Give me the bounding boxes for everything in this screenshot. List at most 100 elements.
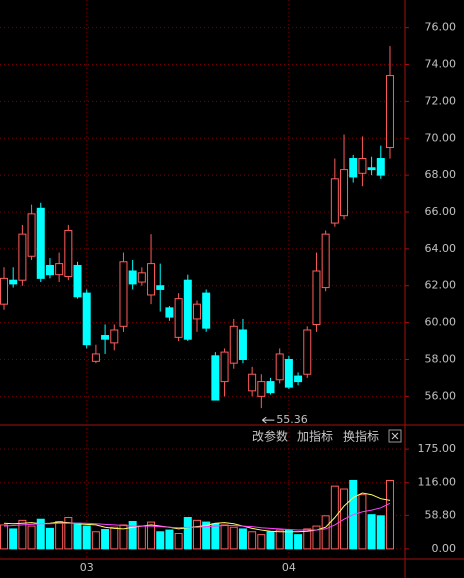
volume-bar (9, 528, 18, 550)
candle-body (294, 375, 303, 383)
toolbar-button[interactable]: 换指标 (343, 429, 379, 444)
candle-body (257, 381, 266, 397)
candle-body (147, 263, 156, 296)
volume-bar (156, 531, 165, 550)
close-button[interactable] (388, 429, 402, 443)
volume-bar (165, 529, 174, 550)
volume-bar (358, 494, 367, 550)
y-tick-label: 58.00 (425, 352, 457, 365)
candle-body (9, 279, 18, 285)
candle-body (340, 169, 349, 217)
candle-body (0, 277, 8, 305)
volume-bar (192, 519, 201, 550)
volume-bar (45, 527, 54, 550)
candle-body (284, 358, 293, 388)
volume-bar (36, 518, 45, 550)
y-tick-label: 76.00 (425, 21, 457, 34)
volume-bar (27, 525, 36, 550)
volume-bar (110, 526, 119, 550)
candle-body (220, 351, 229, 383)
y-tick-label: 74.00 (425, 58, 457, 71)
candle-body (202, 292, 211, 329)
close-icon (391, 432, 399, 440)
volume-bar (376, 515, 385, 550)
candle-body (119, 261, 128, 327)
volume-bar (367, 514, 376, 550)
y2-tick-label: 58.80 (425, 508, 457, 521)
volume-bar (211, 523, 220, 550)
candle-body (275, 353, 284, 381)
candle-body (238, 329, 247, 360)
candle-body (156, 285, 165, 290)
candle-body (192, 303, 201, 320)
candle-body (183, 279, 192, 340)
volume-bar (128, 521, 137, 550)
volume-bar (73, 522, 82, 550)
candle-body (229, 325, 238, 364)
candle-body (137, 272, 146, 283)
volume-bar (55, 521, 64, 550)
volume-bar (174, 532, 183, 550)
y-tick-label: 56.00 (425, 389, 457, 402)
volume-ma-line (3, 492, 391, 533)
candle-body (248, 373, 257, 392)
candle-body (101, 335, 110, 340)
candle-body (312, 270, 321, 325)
candle-body (376, 158, 385, 176)
candle-body (27, 213, 36, 257)
volume-bar (147, 521, 156, 550)
volume-bar (321, 515, 330, 550)
volume-bar (91, 531, 100, 550)
candle-body (128, 270, 137, 285)
candle-body (266, 381, 275, 394)
low-annotation: 55.36 (276, 413, 308, 426)
volume-bar (229, 526, 238, 550)
candle-body (45, 264, 54, 276)
volume-bar (18, 519, 27, 550)
y2-tick-label: 116.00 (418, 476, 457, 489)
candle-body (18, 233, 27, 281)
candle-body (211, 355, 220, 401)
annotation-arrow (262, 416, 275, 424)
volume-bar (312, 525, 321, 550)
volume-bar (202, 521, 211, 550)
volume-bar (266, 531, 275, 550)
toolbar-button[interactable]: 加指标 (297, 429, 333, 444)
volume-bar (220, 524, 229, 550)
toolbar-button[interactable]: 改参数 (252, 429, 288, 444)
volume-bar (82, 525, 91, 550)
candle-body (82, 292, 91, 346)
y2-tick-label: 0.00 (432, 542, 457, 555)
candle-body (91, 353, 100, 362)
y-tick-label: 72.00 (425, 94, 457, 107)
volume-bar (284, 529, 293, 550)
volume-bar (275, 529, 284, 550)
candle-body (385, 75, 394, 148)
volume-bar (385, 479, 394, 550)
y2-tick-label: 175.00 (418, 442, 457, 455)
candle-body (349, 158, 358, 178)
volume-bar (101, 528, 110, 550)
candle-body (64, 229, 73, 278)
volume-bar (303, 528, 312, 550)
volume-bar (0, 524, 8, 550)
candle-body (358, 158, 367, 174)
candle-body (303, 329, 312, 375)
y-tick-label: 64.00 (425, 242, 457, 255)
volume-bar (119, 524, 128, 550)
volume-bar (257, 534, 266, 550)
candle-body (36, 207, 45, 279)
volume-bar (238, 528, 247, 550)
y-tick-label: 68.00 (425, 168, 457, 181)
y-tick-label: 62.00 (425, 279, 457, 292)
candle-body (321, 233, 330, 289)
x-tick-label: 04 (282, 561, 296, 574)
y-tick-label: 60.00 (425, 316, 457, 329)
volume-ma-line (3, 502, 391, 531)
candle-body (165, 307, 174, 318)
y-tick-label: 70.00 (425, 131, 457, 144)
candle-body (110, 329, 119, 344)
x-tick-label: 03 (80, 561, 94, 574)
volume-bar (137, 525, 146, 550)
